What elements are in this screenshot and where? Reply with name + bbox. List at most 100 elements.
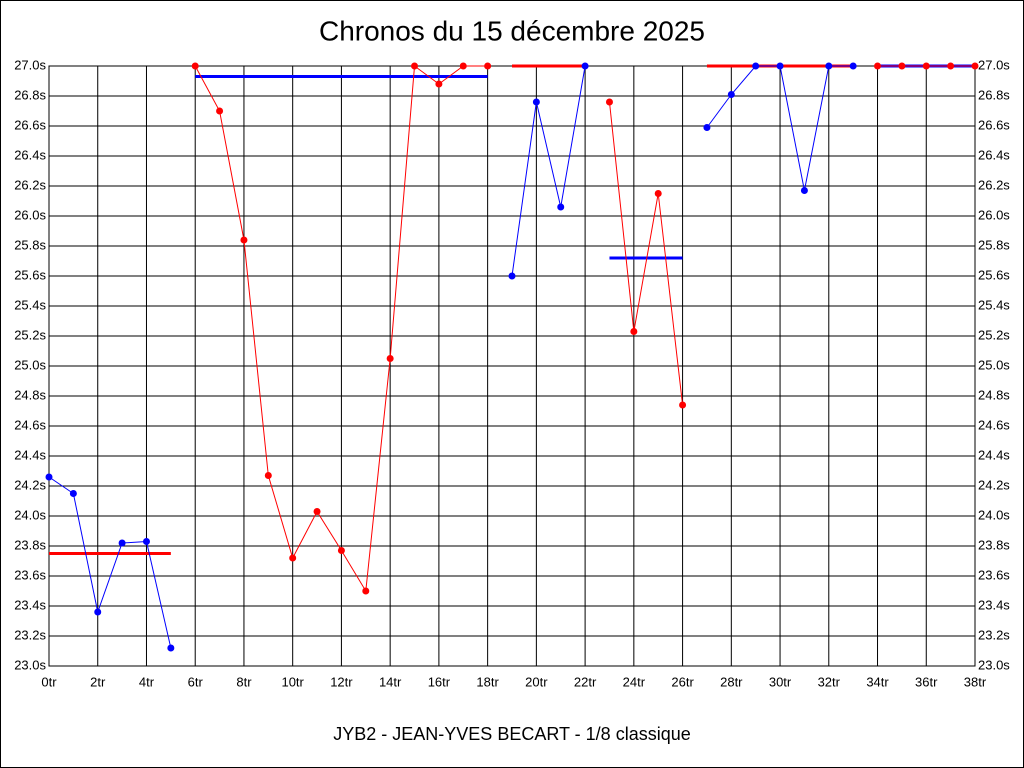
data-point [825, 62, 833, 70]
y-tick-label: 23.6s [14, 567, 46, 582]
y2-tick-label: 26.2s [978, 177, 1010, 192]
y-tick-label: 26.0s [14, 207, 46, 222]
data-point [362, 587, 370, 595]
data-point [971, 62, 979, 70]
x-tick-label: 18tr [476, 674, 499, 689]
series-line [608, 101, 684, 406]
y-tick-label: 23.4s [14, 597, 46, 612]
y-tick-label: 24.4s [14, 447, 46, 462]
y2-tick-label: 23.8s [978, 537, 1010, 552]
data-point [191, 62, 199, 70]
data-point [435, 80, 443, 88]
y-tick-label: 24.0s [14, 507, 46, 522]
data-point [264, 472, 272, 479]
y2-tick-label: 24.2s [978, 477, 1010, 492]
x-tick-label: 14tr [379, 674, 402, 689]
data-point [532, 98, 540, 106]
data-point [922, 62, 930, 70]
data-point [313, 508, 321, 515]
x-tick-label: 28tr [720, 674, 743, 689]
data-point [118, 539, 126, 547]
y2-tick-label: 26.6s [978, 117, 1010, 132]
data-point [94, 608, 102, 616]
data-point [654, 190, 662, 197]
x-tick-label: 22tr [574, 674, 597, 689]
series-line [511, 65, 586, 277]
y-tick-label: 25.2s [14, 327, 46, 342]
y2-tick-label: 24.0s [978, 507, 1010, 522]
y2-tick-label: 26.0s [978, 207, 1010, 222]
y2-tick-label: 25.8s [978, 237, 1010, 252]
data-point [240, 236, 248, 244]
y2-tick-label: 23.4s [978, 597, 1010, 612]
y-tick-label: 27.0s [14, 57, 46, 72]
y-tick-label: 25.8s [14, 237, 46, 252]
x-tick-label: 16tr [428, 674, 451, 689]
data-point [167, 644, 175, 652]
x-tick-label: 2tr [90, 674, 106, 689]
data-point [508, 272, 516, 280]
y-tick-label: 26.6s [14, 117, 46, 132]
y2-tick-label: 23.6s [978, 567, 1010, 582]
x-tick-label: 6tr [188, 674, 204, 689]
y2-tick-label: 26.8s [978, 87, 1010, 102]
y2-tick-label: 23.0s [978, 657, 1010, 672]
x-tick-label: 8tr [236, 674, 252, 689]
x-tick-label: 38tr [964, 674, 987, 689]
data-point [849, 62, 857, 70]
data-point [703, 124, 711, 131]
data-point [484, 62, 492, 70]
data-point [216, 107, 224, 115]
x-tick-label: 30tr [769, 674, 792, 689]
y2-tick-label: 25.0s [978, 357, 1010, 372]
x-tick-label: 26tr [671, 674, 694, 689]
data-point [289, 554, 297, 562]
y2-tick-label: 25.6s [978, 267, 1010, 282]
y-tick-label: 26.4s [14, 147, 46, 162]
x-tick-label: 0tr [41, 674, 57, 689]
y2-tick-label: 24.8s [978, 387, 1010, 402]
y-tick-label: 25.4s [14, 297, 46, 312]
data-point [776, 62, 784, 70]
data-point [337, 547, 345, 554]
data-point [800, 187, 808, 194]
y-tick-label: 26.2s [14, 177, 46, 192]
y-tick-label: 25.0s [14, 357, 46, 372]
data-point [459, 62, 467, 70]
y2-tick-label: 25.2s [978, 327, 1010, 342]
y-tick-label: 26.8s [14, 87, 46, 102]
y-tick-label: 24.6s [14, 417, 46, 432]
x-axis-label: JYB2 - JEAN-YVES BECART - 1/8 classique [333, 724, 690, 744]
y-tick-label: 24.8s [14, 387, 46, 402]
data-point [752, 62, 760, 70]
data-point [679, 401, 687, 409]
y-tick-label: 23.0s [14, 657, 46, 672]
x-tick-label: 36tr [915, 674, 938, 689]
data-point [727, 91, 735, 98]
data-point [142, 538, 150, 545]
x-tick-label: 4tr [139, 674, 155, 689]
y-tick-label: 23.2s [14, 627, 46, 642]
data-point [69, 490, 77, 497]
x-tick-label: 24tr [623, 674, 646, 689]
y2-tick-label: 25.4s [978, 297, 1010, 312]
y2-tick-label: 23.2s [978, 627, 1010, 642]
data-point [947, 62, 955, 70]
x-tick-label: 32tr [818, 674, 841, 689]
x-tick-label: 12tr [330, 674, 353, 689]
data-point [557, 203, 565, 211]
chart-title: Chronos du 15 décembre 2025 [319, 15, 705, 46]
y2-tick-label: 24.6s [978, 417, 1010, 432]
data-point [898, 62, 906, 70]
y2-tick-label: 27.0s [978, 57, 1010, 72]
data-point [411, 62, 419, 70]
y-tick-label: 24.2s [14, 477, 46, 492]
data-point [386, 355, 394, 362]
y-tick-label: 23.8s [14, 537, 46, 552]
x-tick-label: 34tr [866, 674, 889, 689]
data-point [874, 62, 882, 70]
x-tick-label: 20tr [525, 674, 548, 689]
data-point [605, 98, 613, 106]
